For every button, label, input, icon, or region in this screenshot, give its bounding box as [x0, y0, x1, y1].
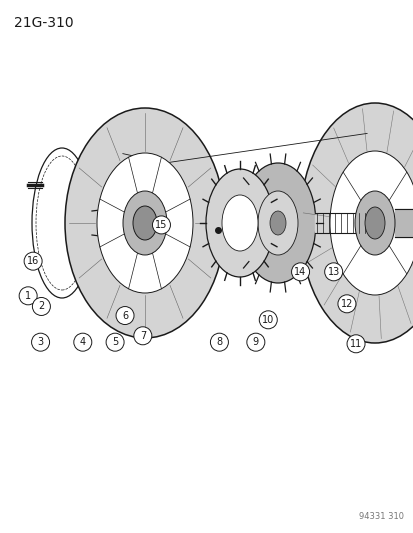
Text: 1: 1 [25, 291, 31, 301]
Circle shape [19, 287, 37, 305]
Circle shape [346, 335, 364, 353]
Circle shape [324, 263, 342, 281]
Circle shape [116, 306, 134, 325]
Ellipse shape [240, 163, 315, 283]
Text: 15: 15 [155, 220, 167, 230]
Ellipse shape [97, 153, 192, 293]
Text: 8: 8 [216, 337, 222, 347]
Text: 12: 12 [340, 299, 352, 309]
Circle shape [210, 333, 228, 351]
Ellipse shape [32, 148, 92, 298]
Circle shape [246, 333, 264, 351]
Circle shape [106, 333, 124, 351]
Circle shape [32, 297, 50, 316]
Ellipse shape [206, 169, 273, 277]
Ellipse shape [123, 191, 166, 255]
Text: 5: 5 [112, 337, 118, 347]
Text: 2: 2 [38, 302, 45, 311]
Text: 6: 6 [122, 311, 128, 320]
Text: 3: 3 [38, 337, 43, 347]
Circle shape [31, 333, 50, 351]
Circle shape [337, 295, 355, 313]
Circle shape [74, 333, 92, 351]
Ellipse shape [65, 108, 224, 338]
Text: 16: 16 [27, 256, 39, 266]
Ellipse shape [36, 156, 88, 290]
Text: 94331 310: 94331 310 [358, 512, 403, 521]
Text: 10: 10 [261, 315, 274, 325]
Circle shape [291, 263, 309, 281]
Ellipse shape [257, 191, 297, 255]
Text: 21G-310: 21G-310 [14, 16, 74, 30]
Ellipse shape [354, 191, 394, 255]
Ellipse shape [133, 206, 157, 240]
Text: 14: 14 [294, 267, 306, 277]
Text: 4: 4 [80, 337, 85, 347]
Ellipse shape [299, 103, 413, 343]
Text: 9: 9 [252, 337, 258, 347]
Circle shape [24, 252, 42, 270]
Text: 13: 13 [327, 267, 339, 277]
Circle shape [133, 327, 152, 345]
Text: 11: 11 [349, 339, 361, 349]
Circle shape [152, 216, 170, 234]
Ellipse shape [87, 211, 97, 235]
Ellipse shape [364, 207, 384, 239]
Ellipse shape [269, 211, 285, 235]
Ellipse shape [221, 195, 257, 251]
Ellipse shape [329, 151, 413, 295]
Text: 7: 7 [139, 331, 146, 341]
Circle shape [259, 311, 277, 329]
